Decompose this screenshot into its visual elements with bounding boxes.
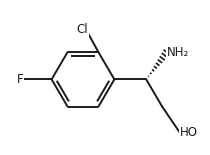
Text: NH₂: NH₂ — [167, 46, 189, 59]
Text: F: F — [17, 73, 24, 86]
Text: HO: HO — [180, 126, 198, 139]
Text: Cl: Cl — [77, 23, 88, 36]
